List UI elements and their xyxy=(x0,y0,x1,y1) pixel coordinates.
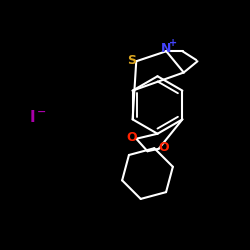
Text: N: N xyxy=(161,42,172,55)
Text: S: S xyxy=(127,54,136,66)
Text: −: − xyxy=(37,107,47,117)
Text: O: O xyxy=(158,141,168,154)
Text: O: O xyxy=(126,131,137,144)
Text: I: I xyxy=(30,110,35,125)
Text: +: + xyxy=(169,38,177,48)
